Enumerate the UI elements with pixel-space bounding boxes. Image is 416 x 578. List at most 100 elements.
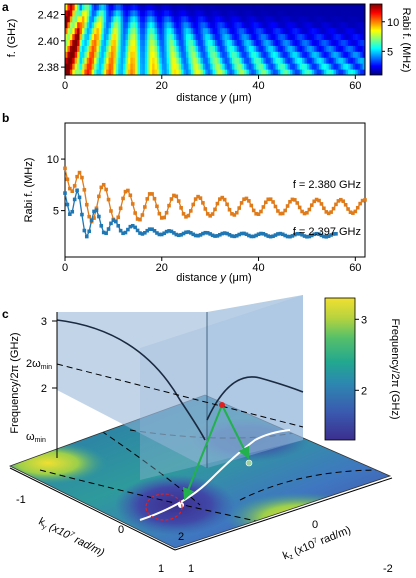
heatmap-cell <box>265 9 269 17</box>
heatmap-cell <box>273 63 276 70</box>
heatmap-cell <box>205 21 209 29</box>
heatmap-cell <box>340 63 344 70</box>
heatmap-cell <box>244 33 247 40</box>
heatmap-cell <box>86 9 90 17</box>
heatmap-cell <box>110 15 114 23</box>
heatmap-cell <box>171 33 175 40</box>
heatmap-cell <box>270 4 274 11</box>
heatmap-cell <box>246 9 250 17</box>
heatmap-cell <box>246 27 250 35</box>
heatmap-cell <box>169 33 172 40</box>
series-point <box>322 234 326 239</box>
series-point <box>63 166 67 171</box>
heatmap-cell <box>323 45 327 52</box>
heatmap-cell <box>360 69 364 76</box>
heatmap-cell <box>188 63 192 70</box>
series-point <box>295 231 300 236</box>
heatmap-cell <box>164 27 168 35</box>
heatmap-cell <box>147 9 151 17</box>
heatmap-cell <box>195 57 199 64</box>
heatmap-cell <box>79 51 83 58</box>
heatmap-cell <box>200 69 204 76</box>
heatmap-cell <box>294 57 298 64</box>
series-point <box>157 232 162 237</box>
heatmap-cell <box>234 15 238 23</box>
heatmap-cell <box>314 9 318 17</box>
heatmap-colorbar-tick-label: 10 <box>387 17 399 29</box>
heatmap-cell <box>173 39 177 46</box>
heatmap-cell <box>224 27 228 35</box>
heatmap-cell <box>113 39 117 46</box>
heatmap-cell <box>287 69 291 76</box>
heatmap-cell <box>156 27 160 35</box>
heatmap-cell <box>285 63 289 70</box>
heatmap-cell <box>297 57 301 64</box>
heatmap-cell <box>125 63 129 70</box>
heatmap-cell <box>357 15 361 23</box>
series-point <box>264 233 268 237</box>
heatmap-cell <box>132 39 136 46</box>
heatmap-cell <box>89 51 93 58</box>
heatmap-cell <box>239 4 243 11</box>
heatmap-cell <box>304 63 308 70</box>
heatmap-cell <box>176 57 180 64</box>
heatmap-cell <box>282 57 286 64</box>
heatmap-cell <box>190 63 194 70</box>
heatmap-cell <box>166 57 170 64</box>
heatmap-cell <box>103 57 107 64</box>
heatmap-cell <box>227 21 231 29</box>
heatmap-cell <box>290 21 293 29</box>
heatmap-cell <box>94 69 97 76</box>
heatmap-cell <box>69 9 73 17</box>
series-point <box>234 233 239 238</box>
heatmap-cell <box>360 63 364 70</box>
heatmap-cell <box>256 4 260 11</box>
heatmap-cell <box>152 57 156 64</box>
heatmap-cell <box>115 9 119 17</box>
heatmap-cell <box>164 57 168 64</box>
heatmap-cell <box>91 51 95 58</box>
heatmap-cell <box>144 21 148 29</box>
heatmap-cell <box>270 33 274 40</box>
heatmap-cell <box>96 69 100 76</box>
heatmap-cell <box>200 27 204 35</box>
series-point <box>355 205 360 210</box>
series-point <box>87 214 91 219</box>
heatmap-cell <box>224 57 228 64</box>
heatmap-cell <box>132 27 136 35</box>
heatmap-cell <box>287 57 291 64</box>
heatmap-cell <box>258 15 262 23</box>
heatmap-cell <box>159 69 163 76</box>
heatmap-cell <box>198 39 201 46</box>
heatmap-cell <box>292 4 296 11</box>
heatmap-cell <box>91 27 95 35</box>
heatmap-cell <box>132 4 136 11</box>
heatmap-cell <box>147 33 151 40</box>
heatmap-cell <box>314 69 318 76</box>
heatmap-cell <box>156 51 160 58</box>
heatmap-cell <box>101 57 105 64</box>
heatmap-x-tick-label: 0 <box>62 80 68 92</box>
heatmap-cell <box>202 63 206 70</box>
series-point <box>167 229 171 233</box>
heatmap-cell <box>91 39 95 46</box>
heatmap-cell <box>154 45 158 52</box>
heatmap-cell <box>248 33 252 40</box>
heatmap-cell <box>205 27 209 35</box>
heatmap-cell <box>234 33 238 40</box>
heatmap-cell <box>110 33 114 40</box>
heatmap-cell <box>331 21 335 29</box>
heatmap-cell <box>173 69 177 76</box>
heatmap-cell <box>181 33 185 40</box>
series-point <box>251 208 256 213</box>
heatmap-cell <box>161 69 165 76</box>
heatmap-cell <box>137 33 141 40</box>
heatmap-frame <box>64 3 366 76</box>
heatmap-cell <box>108 51 112 58</box>
heatmap-cell <box>280 51 284 58</box>
heatmap-cell <box>130 33 134 40</box>
heatmap-cell <box>127 15 131 23</box>
heatmap-cell <box>297 63 301 70</box>
heatmap-cell <box>258 4 262 11</box>
heatmap-colorbar <box>369 3 383 76</box>
